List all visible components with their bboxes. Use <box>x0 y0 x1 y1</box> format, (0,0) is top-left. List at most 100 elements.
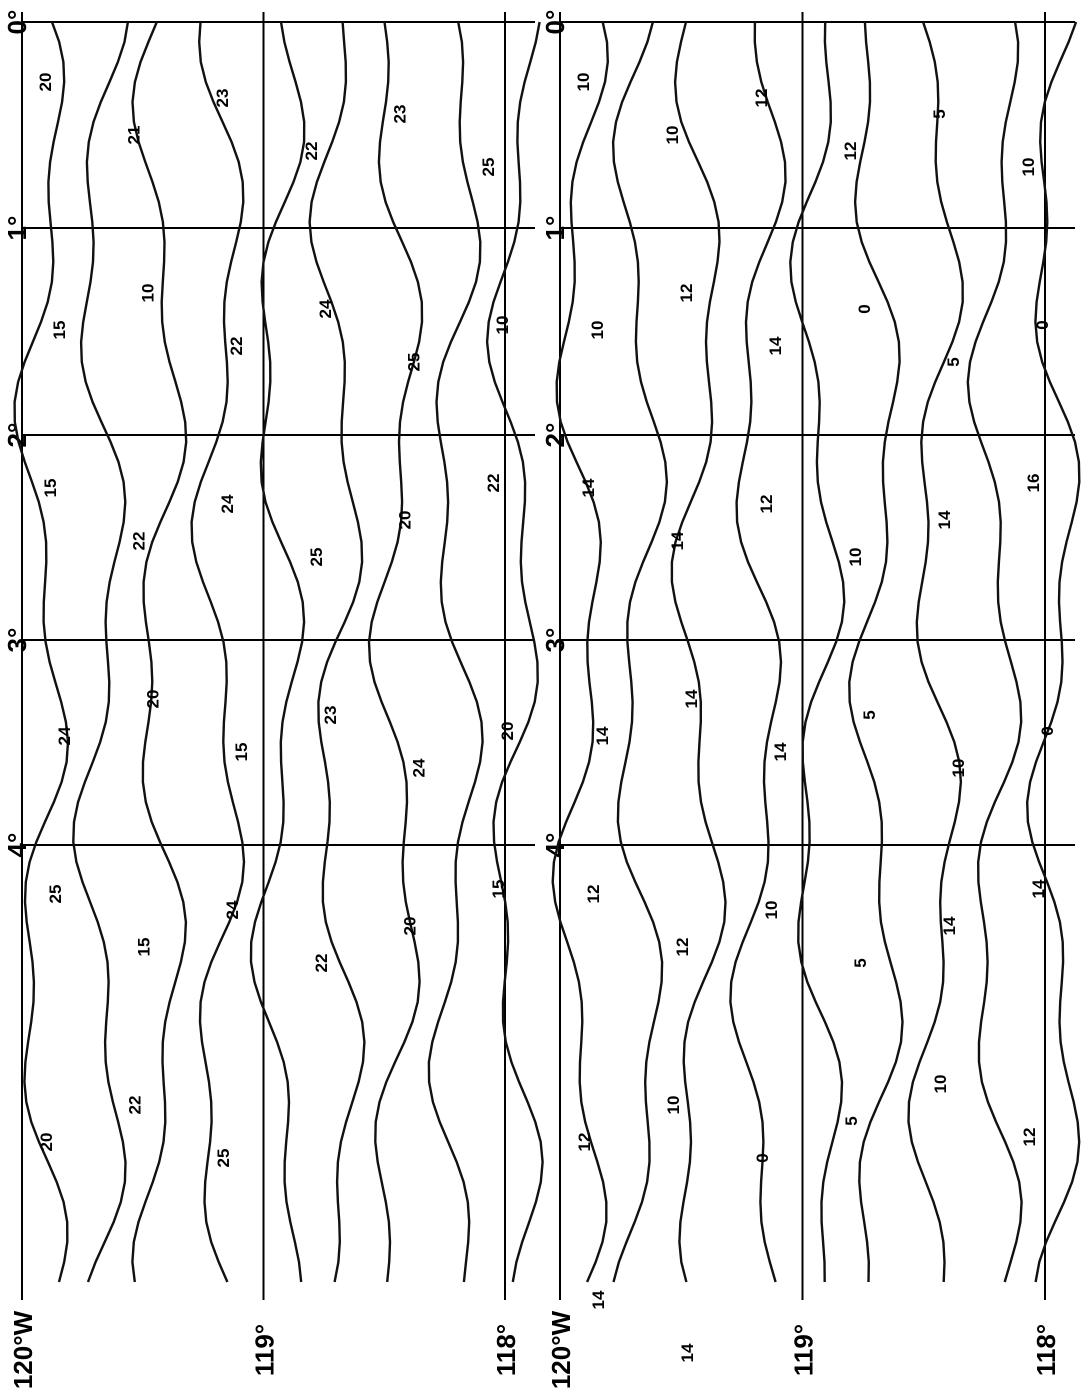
contour-label: 15 <box>50 321 69 340</box>
contour-label: 15 <box>232 743 251 762</box>
contour-label: 10 <box>574 73 593 92</box>
contour-line <box>551 21 610 1283</box>
contour-label: 5 <box>842 1116 861 1125</box>
contour-label: 24 <box>218 494 237 513</box>
contour-label: 12 <box>673 938 692 957</box>
contour-label: 22 <box>126 1096 145 1115</box>
contour-label: 10 <box>846 548 865 567</box>
contour-label: 10 <box>762 901 781 920</box>
longitude-label: 119° <box>789 1324 819 1376</box>
contour-label: 0 <box>1038 726 1057 735</box>
contour-label: 5 <box>851 958 870 967</box>
latitude-label: 0° <box>540 10 570 35</box>
contour-label: 15 <box>489 880 508 899</box>
latitude-label: 1° <box>2 216 32 241</box>
longitude-label: 119° <box>250 1324 280 1376</box>
contour-label: 10 <box>663 126 682 145</box>
contour-line <box>249 21 306 1283</box>
contour-label: 16 <box>1024 474 1043 493</box>
contour-line <box>367 21 424 1283</box>
contour-label: 12 <box>752 89 771 108</box>
contour-label: 10 <box>588 321 607 340</box>
latitude-label: 0° <box>2 10 32 35</box>
contour-label: 14 <box>589 1290 608 1309</box>
contour-line <box>131 21 188 1283</box>
contour-label: 12 <box>677 284 696 303</box>
longitude-label: 118° <box>1031 1324 1061 1376</box>
contour-label: 14 <box>682 689 701 708</box>
contour-line <box>670 21 727 1283</box>
contour-line <box>966 21 1023 1283</box>
contour-label: 20 <box>395 511 414 530</box>
contour-line <box>611 21 669 1283</box>
contour-label: 24 <box>223 900 242 919</box>
contour-label: 5 <box>944 357 963 366</box>
latitude-label: 3° <box>2 628 32 653</box>
contour-label: 0 <box>1033 320 1052 329</box>
contour-label: 23 <box>390 105 409 124</box>
contour-label: 14 <box>593 726 612 745</box>
contour-line <box>485 21 544 1283</box>
contour-label: 22 <box>484 474 503 493</box>
contour-label: 24 <box>55 726 74 745</box>
contour-label: 14 <box>1029 879 1048 898</box>
contour-label: 25 <box>214 1149 233 1168</box>
contour-label: 25 <box>479 158 498 177</box>
contour-label: 23 <box>321 706 340 725</box>
contour-label: 24 <box>409 758 428 777</box>
contour-label: 14 <box>771 742 790 761</box>
contour-label: 14 <box>678 1343 697 1362</box>
contour-line <box>427 21 484 1283</box>
contour-label: 12 <box>575 1133 594 1152</box>
contour-label: 14 <box>766 336 785 355</box>
contour-label: 20 <box>498 722 517 741</box>
longitude-label: 120°W <box>8 1310 38 1389</box>
latitude-label: 1° <box>540 216 570 241</box>
contour-label: 24 <box>316 299 335 318</box>
contour-line <box>72 21 130 1283</box>
contour-label: 25 <box>404 353 423 372</box>
contour-label: 0 <box>753 1153 772 1162</box>
contour-label: 10 <box>493 316 512 335</box>
contour-label: 10 <box>664 1096 683 1115</box>
contour-label: 10 <box>1019 158 1038 177</box>
contour-label: 20 <box>400 917 419 936</box>
contour-label: 10 <box>139 284 158 303</box>
contour-label: 14 <box>935 510 954 529</box>
contour-label: 20 <box>37 1133 56 1152</box>
contour-label: 14 <box>579 478 598 497</box>
contour-line <box>848 21 904 1283</box>
contour-label: 12 <box>1020 1128 1039 1147</box>
latitude-label: 4° <box>2 833 32 858</box>
contour-label: 22 <box>312 954 331 973</box>
contour-line <box>13 21 70 1283</box>
contour-label: 10 <box>949 759 968 778</box>
contour-label: 22 <box>130 532 149 551</box>
contour-label: 20 <box>144 690 163 709</box>
contour-line <box>1025 21 1081 1283</box>
longitude-label: 118° <box>491 1324 521 1376</box>
contour-label: 12 <box>757 495 776 514</box>
contour-label: 5 <box>930 109 949 118</box>
contour-label: 15 <box>135 938 154 957</box>
contour-label: 12 <box>841 142 860 161</box>
contour-label: 15 <box>41 479 60 498</box>
contour-line <box>907 21 964 1283</box>
contour-label: 14 <box>668 531 687 550</box>
contour-line <box>789 21 846 1283</box>
contour-label: 25 <box>46 885 65 904</box>
contour-line <box>729 21 787 1283</box>
contour-label: 10 <box>931 1075 950 1094</box>
contour-label: 21 <box>125 126 144 145</box>
contour-label: 20 <box>36 73 55 92</box>
latitude-label: 3° <box>540 628 570 653</box>
contour-label: 0 <box>855 304 874 313</box>
longitude-label: 120°W <box>546 1310 576 1389</box>
contour-label: 14 <box>940 916 959 935</box>
contour-line <box>190 21 246 1283</box>
contour-label: 5 <box>860 710 879 719</box>
contour-label: 22 <box>302 142 321 161</box>
contour-label: 12 <box>584 885 603 904</box>
